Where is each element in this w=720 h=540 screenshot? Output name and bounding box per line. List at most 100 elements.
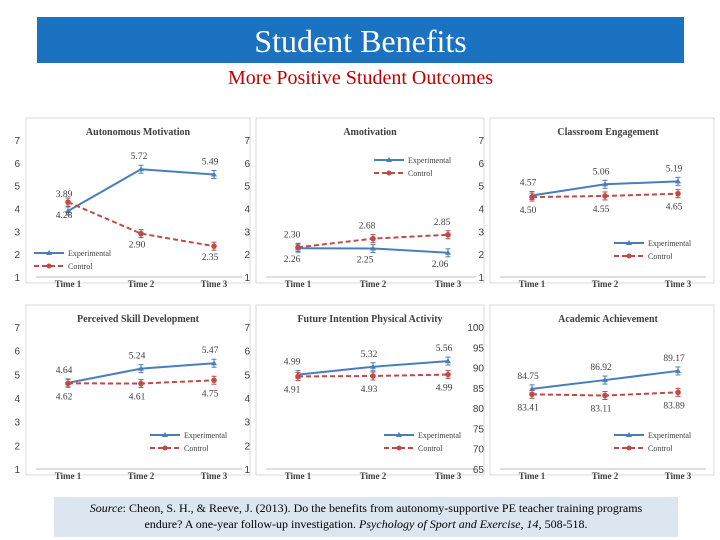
data-point-control (211, 377, 217, 384)
y-tick-label: 4 (478, 205, 484, 216)
data-point-control (529, 391, 535, 398)
x-tick-label: Time 1 (55, 471, 82, 481)
data-point-experimental (138, 166, 144, 172)
data-label: 2.85 (434, 218, 451, 228)
data-point-experimental (602, 181, 608, 187)
data-point-control (675, 389, 681, 396)
legend-label: Experimental (408, 156, 452, 165)
y-tick-label: 100 (467, 323, 484, 334)
x-tick-label: Time 2 (128, 471, 155, 481)
legend-marker (386, 157, 392, 162)
y-tick-label: 7 (244, 323, 250, 334)
slide-title: Student Benefits (254, 23, 467, 59)
legend-label: Control (68, 262, 93, 271)
data-label: 5.32 (361, 350, 378, 360)
y-tick-label: 2 (478, 250, 484, 261)
y-tick-label: 4 (14, 394, 20, 405)
legend-label: Experimental (184, 431, 228, 440)
y-tick-label: 70 (473, 445, 485, 456)
y-tick-label: 3 (244, 227, 250, 238)
legend-label: Control (648, 444, 673, 453)
legend-marker (626, 445, 632, 451)
data-label: 4.55 (593, 205, 610, 215)
y-tick-label: 3 (244, 418, 250, 429)
data-point-experimental (445, 358, 451, 364)
data-point-control (529, 194, 535, 200)
source-citation: Source: Cheon, S. H., & Reeve, J. (2013)… (54, 497, 678, 537)
chart-frame (25, 117, 251, 284)
y-tick-label: 5 (244, 370, 250, 381)
data-label: 4.62 (56, 392, 73, 402)
data-label: 4.99 (284, 358, 301, 368)
data-point-control (675, 190, 681, 197)
data-label: 2.68 (359, 222, 376, 232)
data-label: 2.26 (284, 255, 301, 265)
y-tick-label: 4 (244, 394, 250, 405)
legend-marker (626, 240, 632, 245)
x-tick-label: Time 1 (285, 279, 312, 289)
data-point-control (445, 371, 451, 378)
y-tick-label: 2 (14, 250, 20, 261)
legend-marker (162, 445, 168, 451)
chart-title: Amotivation (343, 127, 397, 138)
y-tick-label: 95 (473, 343, 485, 354)
chart-title: Autonomous Motivation (86, 127, 191, 138)
data-point-control (370, 235, 376, 242)
data-label: 4.28 (56, 211, 73, 221)
series-line-control (67, 201, 215, 248)
chart-frame (255, 304, 485, 476)
legend-marker (46, 263, 52, 269)
data-point-control (602, 392, 608, 399)
data-point-experimental (445, 249, 451, 255)
x-tick-label: Time 3 (201, 279, 228, 289)
data-label: 4.64 (56, 366, 73, 376)
legend-marker (626, 253, 632, 259)
y-tick-label: 90 (473, 364, 485, 375)
x-tick-label: Time 1 (519, 279, 546, 289)
legend-marker (162, 432, 168, 437)
legend-label: Control (408, 169, 433, 178)
y-tick-label: 2 (14, 441, 20, 452)
data-point-experimental (370, 245, 376, 251)
data-label: 5.47 (202, 346, 219, 356)
slide-subtitle: More Positive Student Outcomes (228, 67, 493, 89)
legend-label: Experimental (418, 431, 462, 440)
data-label: 4.93 (361, 385, 378, 395)
data-label: 2.06 (432, 260, 449, 270)
header-banner: Student Benefits More Positive Student O… (37, 17, 684, 93)
y-tick-label: 7 (244, 136, 250, 147)
y-tick-label: 80 (473, 404, 485, 415)
y-tick-label: 3 (14, 418, 20, 429)
x-tick-label: Time 2 (592, 279, 619, 289)
x-tick-label: Time 3 (435, 279, 462, 289)
x-tick-label: Time 3 (201, 471, 228, 481)
data-label: 4.99 (436, 384, 453, 394)
y-tick-label: 4 (14, 205, 20, 216)
y-tick-label: 6 (478, 159, 484, 170)
data-label: 5.19 (666, 164, 683, 174)
y-tick-label: 3 (14, 227, 20, 238)
subtitle-bar: More Positive Student Outcomes (37, 63, 684, 93)
chart-title: Perceived Skill Development (77, 314, 200, 325)
x-tick-label: Time 1 (285, 471, 312, 481)
data-point-control (370, 373, 376, 379)
legend-label: Experimental (648, 239, 692, 248)
chart-frame (489, 117, 715, 284)
data-point-experimental (602, 377, 608, 383)
y-tick-label: 5 (478, 182, 484, 193)
y-tick-label: 2 (244, 441, 250, 452)
data-label: 2.90 (129, 241, 146, 251)
y-tick-label: 1 (244, 273, 250, 284)
data-label: 86.92 (590, 363, 612, 373)
legend-label: Experimental (68, 249, 112, 258)
source-label: Source (89, 501, 123, 515)
data-label: 2.35 (202, 253, 219, 263)
data-point-control (138, 380, 144, 387)
y-tick-label: 1 (478, 273, 484, 284)
source-text-1: : Cheon, S. H., & Reeve, J. (2013). Do t… (122, 501, 643, 515)
data-label: 4.57 (520, 178, 537, 188)
legend-marker (396, 432, 402, 437)
x-tick-label: Time 2 (360, 471, 387, 481)
data-point-control (445, 231, 451, 238)
